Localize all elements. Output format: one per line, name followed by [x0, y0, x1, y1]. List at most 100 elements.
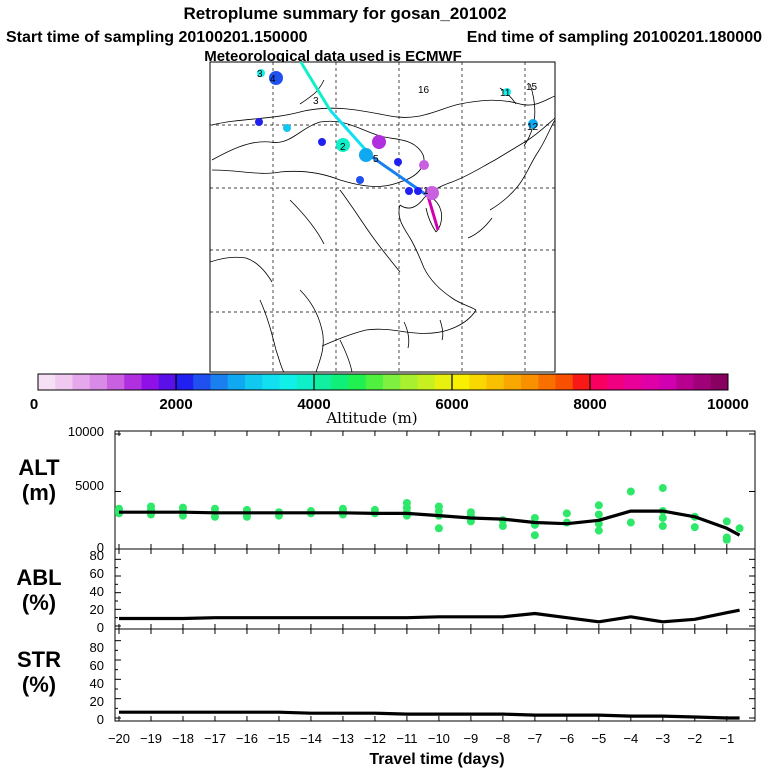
- x-tick-label: −13: [332, 731, 354, 746]
- alt-panel-label: ALT: [18, 455, 60, 480]
- cluster-marker: [405, 187, 413, 195]
- abl-ytick-label: 40: [90, 584, 104, 599]
- x-tick-label: −8: [495, 731, 510, 746]
- x-tick-label: −3: [655, 731, 670, 746]
- colorbar-cell: [383, 374, 401, 390]
- alt-scatter-point: [146, 502, 155, 511]
- alt-scatter-point: [658, 513, 667, 522]
- x-tick-label: −16: [236, 731, 258, 746]
- time-series-panels: ALT (m) ABL (%) STR (%) 10000 5000 0 80 …: [16, 424, 756, 768]
- cluster-marker: [419, 160, 429, 170]
- alt-scatter-point: [498, 522, 507, 530]
- alt-scatter-point: [242, 512, 251, 521]
- traj-label: 5: [373, 154, 379, 165]
- str-ytick-label: 60: [90, 658, 104, 673]
- cluster-marker: [372, 135, 386, 149]
- cluster-marker: [283, 124, 291, 132]
- abl-ytick-label: 20: [90, 602, 104, 617]
- alt-scatter-point: [530, 513, 539, 522]
- colorbar-cell: [676, 374, 694, 390]
- x-tick-label: −1: [719, 731, 734, 746]
- alt-scatter-point: [210, 512, 219, 521]
- alt-ytick-label: 0: [97, 540, 104, 555]
- alt-scatter-point: [594, 510, 603, 519]
- colorbar-cell: [572, 374, 591, 390]
- str-ytick-label: 80: [90, 640, 104, 655]
- alt-ytick-label: 10000: [68, 424, 104, 439]
- colorbar-cell: [38, 374, 56, 390]
- colorbar-cell: [279, 374, 298, 390]
- x-tick-label: −12: [364, 731, 386, 746]
- colorbar-cells: [38, 374, 729, 390]
- str-panel-label: STR: [17, 647, 61, 672]
- cluster-marker: [356, 176, 364, 184]
- str-panel-unit: (%): [22, 672, 56, 697]
- colorbar-cell: [124, 374, 142, 390]
- colorbar-cell: [590, 374, 608, 390]
- end-time-label: End time of sampling 20100201.180000: [467, 29, 762, 46]
- colorbar-cell: [89, 374, 108, 390]
- colorbar-cell: [607, 374, 625, 390]
- str-series-line: [119, 710, 740, 720]
- traj-label: 3: [257, 69, 263, 80]
- colorbar-tick-label: 8000: [573, 396, 606, 413]
- colorbar-cell: [365, 374, 384, 390]
- x-tick-label: −9: [463, 731, 478, 746]
- colorbar-cell: [262, 374, 280, 390]
- x-axis-label: Travel time (days): [369, 751, 504, 768]
- alt-scatter-point: [466, 508, 475, 517]
- colorbar-tick-label: 2000: [159, 396, 192, 413]
- alt-panel-frame: [114, 430, 756, 550]
- str-ytick-label: 40: [90, 676, 104, 691]
- colorbar-cell: [417, 374, 436, 390]
- colorbar-tick-labels: 0 2000 4000 6000 8000 10000: [30, 396, 749, 413]
- colorbar-cell: [210, 374, 229, 390]
- colorbar-cell: [710, 374, 729, 390]
- colorbar-cell: [296, 374, 315, 390]
- colorbar-cell: [72, 374, 91, 390]
- colorbar-tick-label: 10000: [707, 396, 749, 413]
- cluster-marker: [425, 186, 439, 200]
- colorbar-cell: [55, 374, 73, 390]
- alt-scatter-point: [338, 504, 347, 513]
- colorbar-cell: [659, 374, 677, 390]
- traj-label: 15: [526, 82, 538, 93]
- colorbar-cell: [503, 374, 522, 390]
- alt-scatter-point: [735, 524, 744, 533]
- str-panel-frame: [114, 628, 756, 722]
- traj-label: 2: [340, 142, 346, 153]
- figure-title: Retroplume summary for gosan_201002: [183, 4, 506, 23]
- alt-scatter-point: [434, 502, 443, 511]
- cluster-marker: [257, 69, 265, 77]
- colorbar-cell: [452, 374, 470, 390]
- x-tick-label: −5: [591, 731, 606, 746]
- x-tick-label: −2: [687, 731, 702, 746]
- alt-scatter-point: [594, 526, 603, 535]
- x-tick-label: −4: [623, 731, 638, 746]
- alt-scatter-point: [562, 509, 571, 518]
- cluster-marker: [336, 138, 350, 152]
- x-tick-label: −11: [396, 731, 417, 746]
- trajectory-segment: [426, 195, 440, 231]
- colorbar-cell: [434, 374, 453, 390]
- cluster-marker: [394, 158, 402, 166]
- str-ytick-label: 0: [97, 712, 104, 727]
- traj-label: 1: [423, 186, 429, 197]
- alt-scatter-point: [210, 504, 219, 513]
- abl-ytick-label: 0: [97, 620, 104, 635]
- trajectory-labels: 1 2 3 5 3 4 16 15 11 12: [257, 69, 539, 197]
- map-frame: [209, 61, 556, 373]
- alt-scatter-point: [722, 535, 731, 544]
- colorbar-cell: [107, 374, 125, 390]
- x-tick-label: −14: [300, 731, 322, 746]
- colorbar-cell: [141, 374, 160, 390]
- abl-ytick-label: 80: [90, 548, 104, 563]
- map-gridlines: [210, 62, 555, 372]
- cluster-marker: [269, 71, 283, 85]
- colorbar-cell: [193, 374, 211, 390]
- x-tick-label: −6: [559, 731, 574, 746]
- traj-label: 12: [527, 122, 539, 133]
- alt-panel-unit: (m): [22, 480, 56, 505]
- cluster-marker: [503, 88, 511, 96]
